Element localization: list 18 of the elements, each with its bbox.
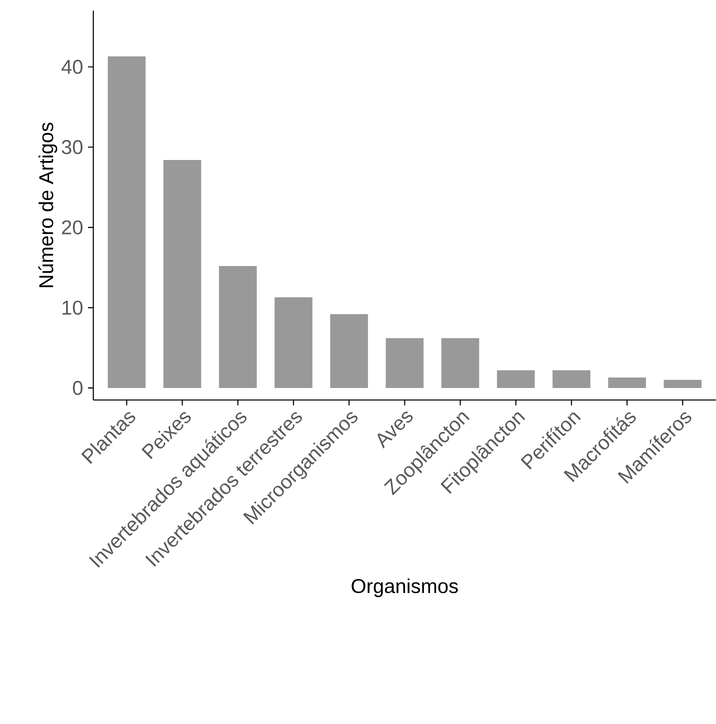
y-tick-label: 40 [62, 60, 82, 74]
y-tick-label: 20 [62, 220, 82, 234]
y-tick-label: 30 [62, 140, 82, 154]
y-tick-label: 10 [62, 300, 82, 315]
bar [218, 266, 257, 388]
bar [496, 370, 535, 388]
bar [330, 314, 368, 388]
bar [274, 297, 312, 388]
x-axis-title: Organismos [352, 578, 458, 598]
bar [163, 160, 202, 388]
bar [552, 370, 590, 388]
y-axis-title: Número de Artigos [38, 122, 58, 288]
bar [386, 338, 424, 388]
bar [441, 338, 480, 388]
y-tick-label: 0 [72, 380, 82, 396]
bar [108, 56, 146, 388]
bar [664, 380, 702, 388]
bar [608, 378, 646, 388]
